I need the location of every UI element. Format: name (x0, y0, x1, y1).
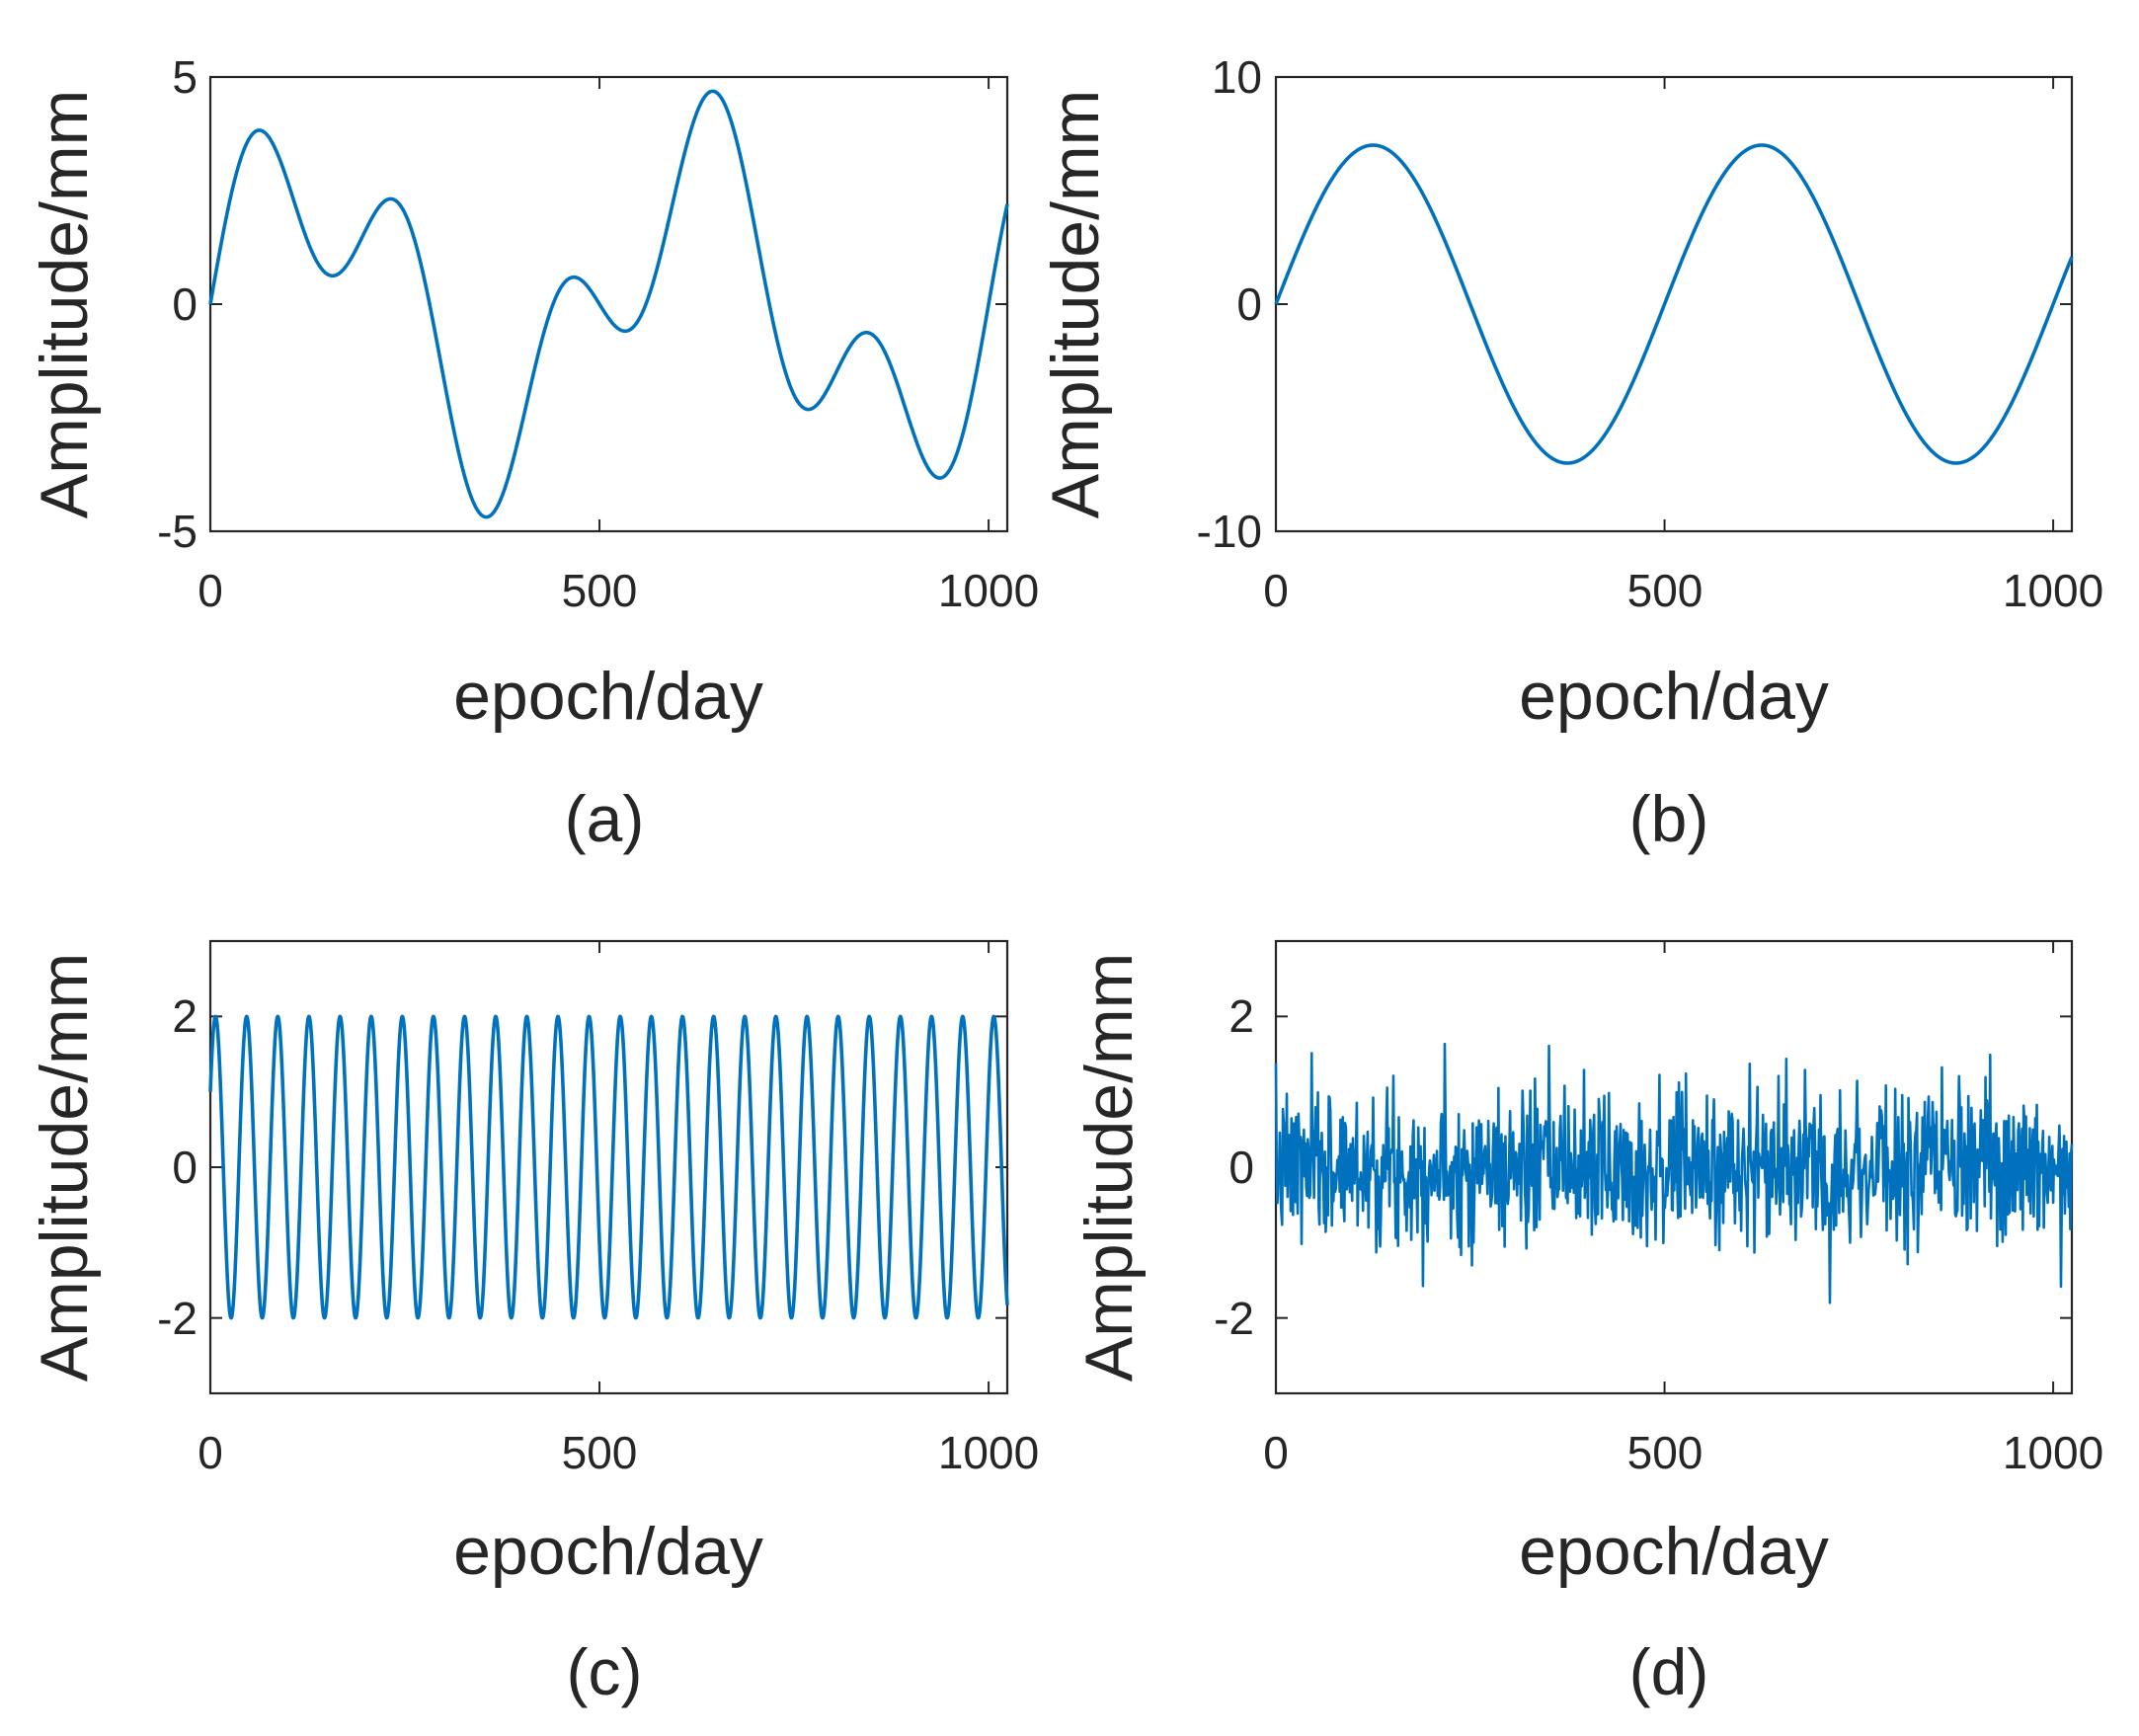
panel-d-series-line (1274, 1042, 2074, 1304)
panel-a-ytick-label: 0 (172, 278, 198, 330)
panel-c-ytick-label: -2 (157, 1293, 198, 1344)
panel-d-xlabel: epoch/day (1519, 1514, 1829, 1589)
panel-c-ytick-label: 0 (172, 1142, 198, 1193)
panel-b-ytick-label: -10 (1197, 506, 1262, 557)
panel-b-ylabel: Amplitude/mm (1038, 90, 1113, 519)
panel-d-xtick-label: 500 (1627, 1427, 1703, 1478)
panel-c-frame (208, 939, 1009, 1395)
panel-d-ytick-label: -2 (1214, 1293, 1254, 1344)
panel-d-ytick-label: 0 (1228, 1142, 1254, 1193)
panel-a-frame (208, 75, 1009, 533)
panel-b-caption: (b) (1629, 782, 1709, 855)
panel-a-ylabel: Amplitude/mm (27, 90, 102, 519)
panel-c-ytick-label: 2 (172, 990, 198, 1042)
panel-a: 5 0 -5 0 500 1000 epoch/day Amplitude/mm… (27, 51, 1039, 855)
panel-c-xtick-label: 1000 (938, 1427, 1039, 1478)
panel-d-xtick-label: 0 (1263, 1427, 1289, 1478)
panel-b-series-line (1274, 143, 2074, 465)
panel-c-ylabel: Amplitude/mm (27, 953, 102, 1382)
panel-a-xtick-label: 0 (198, 565, 223, 616)
panel-b-xtick-label: 500 (1627, 565, 1703, 616)
panel-c-ticks (209, 941, 1007, 1393)
panel-d-xtick-label: 1000 (2003, 1427, 2103, 1478)
panel-b-ticks (1275, 76, 2072, 532)
panel-a-xlabel: epoch/day (453, 659, 763, 734)
panel-c: 2 0 -2 0 500 1000 epoch/day Amplitude/mm… (27, 939, 1039, 1708)
panel-b-ytick-label: 10 (1212, 51, 1262, 103)
panel-d-ylabel: Amplitude/mm (1071, 953, 1147, 1382)
panel-a-series-line (208, 89, 1009, 519)
panel-a-xtick-label: 1000 (938, 565, 1039, 616)
panel-a-caption: (a) (565, 782, 645, 855)
panel-b-ytick-label: 0 (1236, 278, 1262, 330)
panel-d: 2 0 -2 0 500 1000 epoch/day Amplitude/mm… (1071, 939, 2103, 1708)
panel-b: 10 0 -10 0 500 1000 epoch/day Amplitude/… (1038, 51, 2103, 855)
panel-a-xtick-label: 500 (562, 565, 638, 616)
panel-c-xtick-label: 0 (198, 1427, 223, 1478)
panel-b-xtick-label: 1000 (2003, 565, 2103, 616)
panel-c-xtick-label: 500 (562, 1427, 638, 1478)
panel-c-caption: (c) (567, 1635, 643, 1708)
panel-b-xtick-label: 0 (1263, 565, 1289, 616)
panel-d-caption: (d) (1629, 1635, 1709, 1708)
panel-b-xlabel: epoch/day (1519, 659, 1829, 734)
panel-c-xlabel: epoch/day (453, 1514, 763, 1589)
panel-a-ytick-label: 5 (172, 51, 198, 103)
panel-a-ticks (209, 76, 1007, 532)
panel-a-ytick-label: -5 (157, 506, 198, 557)
panel-d-ytick-label: 2 (1228, 990, 1254, 1042)
panel-c-series-line (208, 1014, 1009, 1320)
